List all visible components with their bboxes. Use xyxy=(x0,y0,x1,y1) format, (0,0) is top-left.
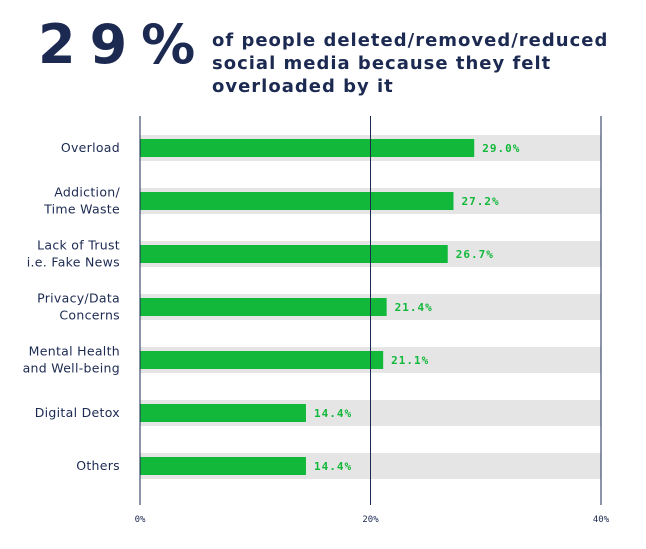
tick-label: 40% xyxy=(593,515,610,525)
category-label-line: Concerns xyxy=(59,308,120,323)
category-label-line: Others xyxy=(76,458,120,473)
value-label: 21.1% xyxy=(391,354,429,367)
category-label: Mental Health and Well-being xyxy=(23,344,120,376)
category-label-line: Mental Health xyxy=(29,344,120,359)
bar xyxy=(140,404,306,422)
category-label-line: Time Waste xyxy=(43,202,120,217)
headline-stat: 29% xyxy=(38,13,210,76)
value-label: 14.4% xyxy=(314,460,352,473)
category-label: Privacy/Data Concerns xyxy=(37,291,120,323)
headline-text: of people deleted/removed/reduced social… xyxy=(212,30,609,97)
category-label-line: Lack of Trust xyxy=(37,238,120,253)
bar xyxy=(140,351,384,369)
tick-label: 20% xyxy=(362,515,379,525)
value-label: 14.4% xyxy=(314,407,352,420)
category-label: Digital Detox xyxy=(35,405,120,420)
category-label: Overload xyxy=(61,140,120,155)
category-label-line: Privacy/Data xyxy=(37,291,120,306)
bar xyxy=(140,457,306,475)
category-label-line: Addiction/ xyxy=(54,185,120,200)
bar xyxy=(140,192,454,210)
category-label: Lack of Trust i.e. Fake News xyxy=(27,238,120,270)
category-label-line: Overload xyxy=(61,140,120,155)
bar xyxy=(140,139,475,157)
value-label: 29.0% xyxy=(482,142,520,155)
bar xyxy=(140,298,387,316)
value-label: 26.7% xyxy=(456,248,494,261)
bar xyxy=(140,245,448,263)
category-label-line: Digital Detox xyxy=(35,405,120,420)
category-label-line: and Well-being xyxy=(23,361,120,376)
category-label: Others xyxy=(76,458,120,473)
tick-label: 0% xyxy=(135,515,146,525)
value-label: 21.4% xyxy=(395,301,433,314)
category-label: Addiction/Time Waste xyxy=(43,185,120,217)
value-label: 27.2% xyxy=(461,195,499,208)
category-label-line: i.e. Fake News xyxy=(27,255,120,270)
